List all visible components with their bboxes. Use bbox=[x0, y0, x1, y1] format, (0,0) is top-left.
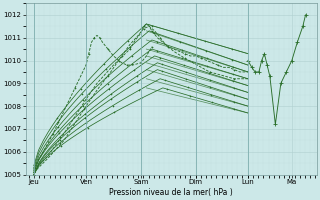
X-axis label: Pression niveau de la mer( hPa ): Pression niveau de la mer( hPa ) bbox=[109, 188, 233, 197]
